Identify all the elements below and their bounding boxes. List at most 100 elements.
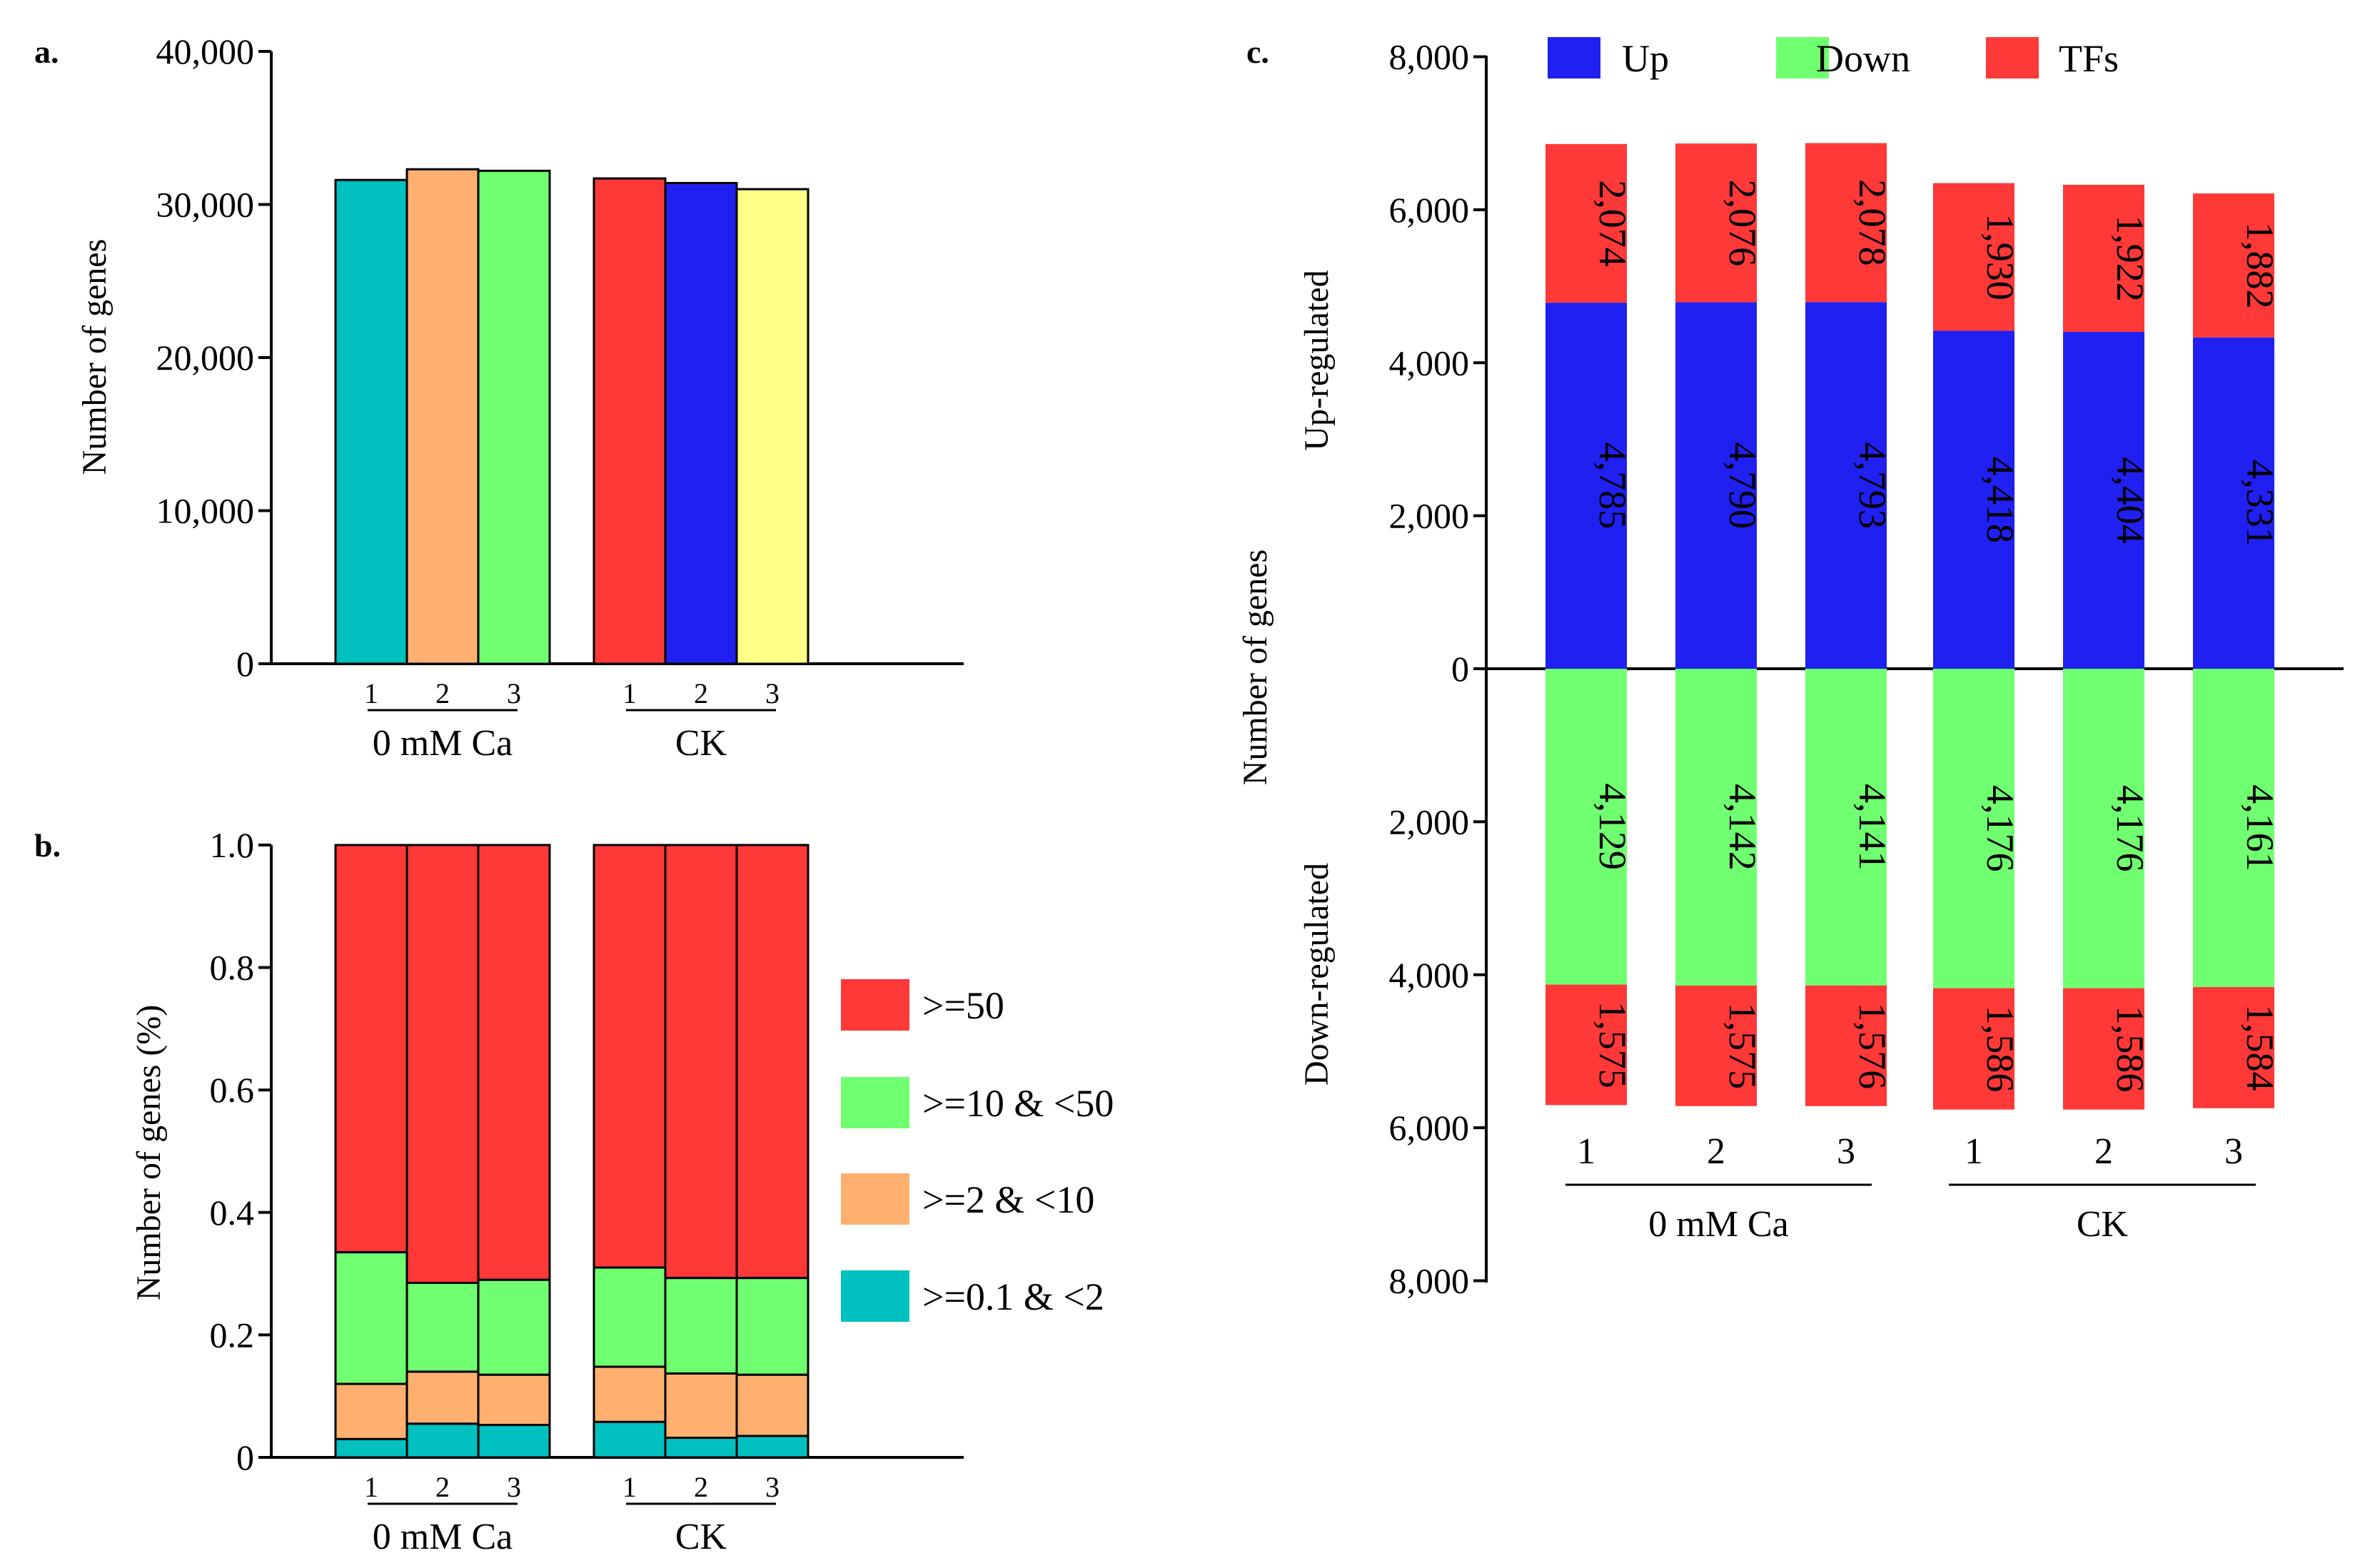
panel-c-category-label: 2 [2094, 1131, 2113, 1172]
panel-c-bar-up [2193, 337, 2274, 669]
panel-c-chart: Number of genes Up-regulated Down-regula… [1236, 37, 2344, 1301]
panel-c-value-label: 4,790 [1721, 442, 1764, 530]
panel-c-bar-up [1675, 302, 1757, 669]
panel-b-y-tick-label: 0.2 [210, 1315, 255, 1355]
panel-c-value-label: 4,129 [1591, 784, 1634, 871]
panel-a-chart: Number of genes 0 10,000 20,000 30,000 40,00… [76, 31, 964, 764]
panel-c-legend-label: Down [1816, 37, 1910, 80]
panel-c-group-label: 0 mM Ca [1648, 1204, 1788, 1245]
panel-c-bar-up [1545, 303, 1627, 669]
panel-b-bar-segment [592, 1266, 667, 1368]
panel-c-category-label: 3 [1837, 1131, 1855, 1172]
panel-c-value-label: 4,793 [1851, 442, 1894, 529]
panel-c-y-tick-label: 6,000 [1389, 190, 1470, 230]
panel-b-category-label: 3 [765, 1471, 780, 1503]
panel-a-group-label: 0 mM Ca [373, 723, 513, 764]
panel-c-category-label: 2 [1707, 1131, 1725, 1172]
panel-a-category-label: 1 [364, 677, 378, 709]
panel-c-value-label: 4,142 [1721, 784, 1764, 871]
panel-c-y-tick-label: 2,000 [1389, 496, 1470, 536]
panel-b-legend-label: >=10 & <50 [922, 1082, 1114, 1125]
panel-c-bar-tfs-down [1675, 985, 1757, 1106]
panel-b-bar-segment [735, 844, 810, 1280]
panel-c-bar-tfs-down [2063, 988, 2144, 1110]
panel-b-bar-segment [334, 1437, 408, 1459]
panel-b-y-tick-label: 0.8 [210, 948, 255, 988]
panel-a-category-label: 3 [507, 677, 521, 709]
panel-c-y-tick-label: 6,000 [1389, 1108, 1470, 1148]
panel-a-bar [477, 169, 551, 665]
panel-c-category-label: 1 [1577, 1131, 1595, 1172]
panel-c-y-tick-label: 0 [1451, 649, 1469, 689]
panel-c-value-label: 4,785 [1591, 442, 1634, 530]
panel-a-y-axis-title: Number of genes [76, 239, 114, 475]
panel-b-category-label: 2 [435, 1471, 450, 1503]
panel-c-category-label: 3 [2224, 1131, 2243, 1172]
panel-a-bar [592, 177, 667, 665]
panel-c-value-label: 1,575 [1721, 1003, 1764, 1090]
panel-b-bar-segment [405, 1281, 480, 1373]
panel-b-bar-segment [664, 1437, 738, 1459]
panel-c-value-label: 1,586 [2109, 1006, 2152, 1093]
panel-b-legend-label: >=0.1 & <2 [922, 1275, 1104, 1318]
panel-c-bar-up [2063, 331, 2144, 669]
panel-c-value-label: 4,141 [1851, 784, 1894, 871]
panel-b-bar-segment [735, 1435, 810, 1459]
panel-c-legend-label: TFs [2059, 37, 2119, 80]
panel-a-category-label: 2 [694, 677, 708, 709]
panel-c-bar-down [1675, 669, 1757, 986]
panel-b-category-label: 2 [694, 1471, 708, 1503]
panel-c-value-label: 2,074 [1591, 180, 1634, 267]
panel-b-bar-segment [477, 844, 551, 1281]
panel-c-value-label: 1,922 [2109, 215, 2152, 302]
panel-c-bar-up [1933, 330, 2014, 669]
panel-c-legend-swatch [1548, 37, 1600, 79]
panel-b-y-axis-title: Number of genes (%) [130, 1005, 168, 1301]
panel-c-bar-down [1545, 669, 1627, 985]
panel-b-bar-segment [405, 1370, 480, 1425]
panel-c-bar-tfs-up [1933, 183, 2014, 331]
panel-c-legend-swatch [1776, 37, 1829, 79]
panel-b-legend-label: >=2 & <10 [922, 1178, 1094, 1221]
panel-a-bar [664, 181, 738, 665]
panel-c-y-tick-label: 2,000 [1389, 801, 1470, 841]
panel-c-value-label: 4,404 [2109, 457, 2152, 544]
panel-b-bar-segment [664, 1372, 738, 1440]
panel-a-y-tick-label: 40,000 [156, 31, 255, 71]
panel-b-bar-segment [592, 1365, 667, 1423]
panel-b-group-label: CK [675, 1517, 727, 1557]
panel-c-up-regulated-label: Up-regulated [1298, 270, 1336, 450]
panel-b-category-label: 3 [507, 1471, 521, 1503]
panel-b-bar-segment [334, 1251, 408, 1385]
panel-c-bar-tfs-up [2193, 193, 2274, 338]
panel-c-bar-tfs-down [1805, 985, 1887, 1106]
panel-b-legend-swatch [841, 1173, 909, 1225]
panel-b-group-label: 0 mM Ca [373, 1517, 513, 1557]
panel-c-value-label: 4,161 [2239, 784, 2281, 871]
panel-a-category-label: 2 [435, 677, 450, 709]
panel-b-category-label: 1 [622, 1471, 637, 1503]
panel-c-value-label: 1,575 [1591, 1001, 1634, 1088]
panel-c-bar-down [1805, 669, 1887, 986]
panel-c-bar-down [1933, 669, 2014, 988]
panel-c-category-label: 1 [1965, 1131, 1983, 1172]
panel-c-y-tick-label: 4,000 [1389, 343, 1470, 383]
panel-b-bar-segment [405, 844, 480, 1284]
panel-c-label: c. [1246, 34, 1269, 70]
panel-a-category-label: 3 [765, 677, 780, 709]
panel-c-bar-tfs-up [1545, 143, 1627, 303]
panel-b-bar-segment [664, 1277, 738, 1375]
panel-b-legend-swatch [841, 1077, 909, 1128]
panel-b-y-tick-label: 1.0 [210, 825, 255, 865]
panel-c-legend-swatch [1986, 37, 2039, 79]
panel-b-bar-segment [477, 1278, 551, 1376]
panel-c-legend-label: Up [1622, 37, 1669, 80]
panel-c-y-axis-title: Number of genes [1236, 550, 1274, 786]
panel-b-category-label: 1 [364, 1471, 378, 1503]
panel-a-group-label: CK [675, 723, 727, 764]
panel-a-y-tick-label: 30,000 [156, 185, 255, 225]
panel-b-chart: Number of genes (%) 0 0.2 0.4 0.6 0.8 1.0 1 2 3… [130, 825, 1114, 1557]
panel-c-bar-tfs-down [2193, 987, 2274, 1108]
panel-c-bar-tfs-up [1675, 143, 1757, 303]
